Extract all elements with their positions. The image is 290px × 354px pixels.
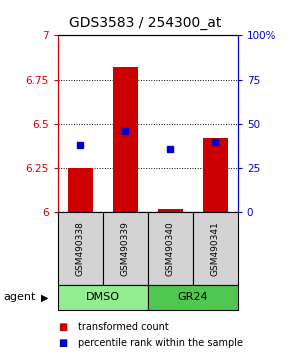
FancyBboxPatch shape xyxy=(148,212,193,285)
Text: transformed count: transformed count xyxy=(78,322,169,332)
Text: ■: ■ xyxy=(58,338,67,348)
Text: GSM490338: GSM490338 xyxy=(76,221,85,276)
FancyBboxPatch shape xyxy=(193,212,238,285)
Text: GSM490339: GSM490339 xyxy=(121,221,130,276)
Text: agent: agent xyxy=(3,292,35,302)
Text: GDS3583 / 254300_at: GDS3583 / 254300_at xyxy=(69,16,221,30)
Text: ▶: ▶ xyxy=(41,292,49,302)
Text: ■: ■ xyxy=(58,322,67,332)
Text: GR24: GR24 xyxy=(177,292,208,302)
FancyBboxPatch shape xyxy=(58,285,148,310)
Bar xyxy=(113,67,138,212)
FancyBboxPatch shape xyxy=(58,212,103,285)
Text: GSM490340: GSM490340 xyxy=(166,221,175,276)
Bar xyxy=(203,138,228,212)
Bar xyxy=(158,209,183,212)
Text: percentile rank within the sample: percentile rank within the sample xyxy=(78,338,243,348)
Text: DMSO: DMSO xyxy=(86,292,120,302)
Bar xyxy=(68,168,93,212)
FancyBboxPatch shape xyxy=(148,285,238,310)
FancyBboxPatch shape xyxy=(103,212,148,285)
Text: GSM490341: GSM490341 xyxy=(211,221,220,276)
